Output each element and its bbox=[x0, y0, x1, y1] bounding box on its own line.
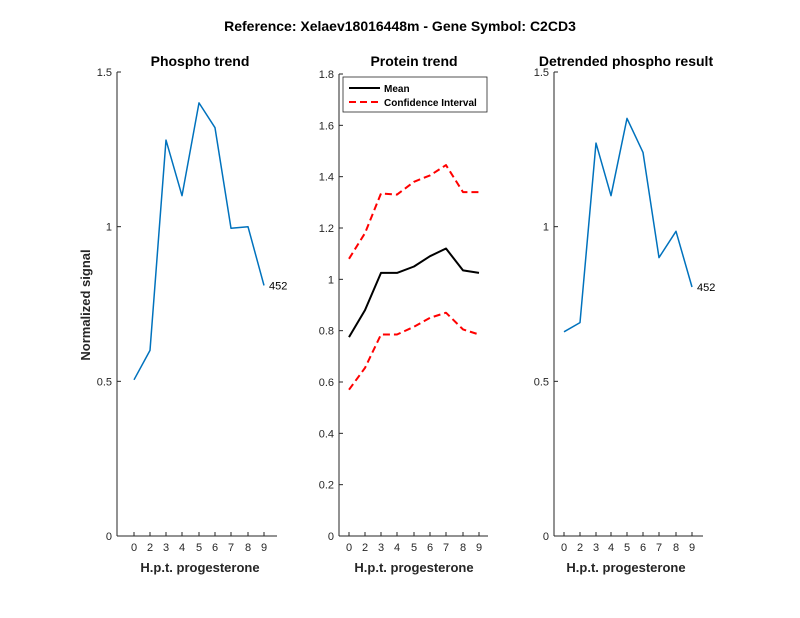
protein-trend-xtick-label: 8 bbox=[460, 542, 466, 554]
phospho-trend-title: Phospho trend bbox=[151, 53, 250, 69]
protein-trend-ytick-label: 0.6 bbox=[319, 377, 334, 389]
protein-trend-xtick-label: 5 bbox=[411, 542, 417, 554]
detrended-phospho-xtick-label: 4 bbox=[608, 542, 614, 554]
detrended-phospho-xtick-label: 2 bbox=[577, 542, 583, 554]
detrended-phospho-ytick-label: 0.5 bbox=[534, 376, 549, 388]
protein-trend-ytick-label: 1.2 bbox=[319, 223, 334, 235]
phospho-trend-xtick-label: 7 bbox=[228, 542, 234, 554]
protein-trend-xtick-label: 2 bbox=[362, 542, 368, 554]
detrended-phospho-annotation: 452 bbox=[697, 282, 715, 294]
phospho-trend-xtick-label: 8 bbox=[245, 542, 251, 554]
protein-trend-ytick-label: 1.6 bbox=[319, 120, 334, 132]
phospho-trend-xtick-label: 6 bbox=[212, 542, 218, 554]
protein-trend-panel: Protein trend H.p.t. progesterone Mean C… bbox=[319, 53, 488, 575]
detrended-phospho-xtick-label: 5 bbox=[624, 542, 630, 554]
phospho-trend-xtick-label: 0 bbox=[131, 542, 137, 554]
protein-trend-ytick-label: 1.4 bbox=[319, 172, 334, 184]
phospho-trend-ytick-label: 0 bbox=[106, 531, 112, 543]
phospho-trend-ytick-label: 1 bbox=[106, 222, 112, 234]
phospho-trend-xtick-label: 9 bbox=[261, 542, 267, 554]
figure-title: Reference: Xelaev18016448m - Gene Symbol… bbox=[224, 18, 576, 34]
phospho-trend-annotation: 452 bbox=[269, 280, 287, 292]
phospho-trend-ylabel: Normalized signal bbox=[78, 249, 93, 360]
detrended-phospho-xtick-label: 0 bbox=[561, 542, 567, 554]
protein-trend-xtick-label: 7 bbox=[443, 542, 449, 554]
protein-trend-ytick-label: 1 bbox=[328, 274, 334, 286]
phospho-trend-xtick-label: 3 bbox=[163, 542, 169, 554]
phospho-trend-ytick-label: 0.5 bbox=[97, 376, 112, 388]
protein-trend-series-2-line bbox=[348, 311, 480, 391]
protein-trend-series-1-line bbox=[348, 164, 479, 260]
detrended-phospho-xtick-label: 9 bbox=[689, 542, 695, 554]
protein-trend-title: Protein trend bbox=[370, 53, 457, 69]
detrended-phospho-ytick-label: 1.5 bbox=[534, 67, 549, 79]
protein-trend-series-0-line bbox=[348, 247, 480, 338]
phospho-trend-xlabel: H.p.t. progesterone bbox=[140, 560, 259, 575]
detrended-phospho-xtick-label: 8 bbox=[673, 542, 679, 554]
detrended-phospho-panel: Detrended phospho result H.p.t. progeste… bbox=[534, 53, 716, 575]
protein-trend-ytick-label: 0.4 bbox=[319, 428, 334, 440]
phospho-trend-series-0-line bbox=[133, 102, 265, 381]
protein-trend-xtick-label: 3 bbox=[378, 542, 384, 554]
protein-trend-ytick-label: 0.2 bbox=[319, 480, 334, 492]
legend-mean-label: Mean bbox=[384, 84, 410, 95]
phospho-trend-xtick-label: 4 bbox=[179, 542, 185, 554]
detrended-phospho-ytick-label: 1 bbox=[543, 222, 549, 234]
protein-trend-xlabel: H.p.t. progesterone bbox=[354, 560, 473, 575]
legend-ci-label: Confidence Interval bbox=[384, 98, 477, 109]
detrended-phospho-xlabel: H.p.t. progesterone bbox=[566, 560, 685, 575]
phospho-trend-ytick-label: 1.5 bbox=[97, 67, 112, 79]
phospho-trend-panel: Phospho trend H.p.t. progesterone Normal… bbox=[78, 53, 287, 575]
detrended-phospho-xtick-label: 7 bbox=[656, 542, 662, 554]
protein-trend-ytick-label: 1.8 bbox=[319, 69, 334, 81]
detrended-phospho-xtick-label: 3 bbox=[593, 542, 599, 554]
legend-box bbox=[342, 76, 488, 113]
protein-trend-xtick-label: 9 bbox=[476, 542, 482, 554]
phospho-trend-xtick-label: 2 bbox=[147, 542, 153, 554]
protein-trend-xtick-label: 6 bbox=[427, 542, 433, 554]
protein-trend-xtick-label: 4 bbox=[394, 542, 400, 554]
protein-trend-xtick-label: 0 bbox=[346, 542, 352, 554]
protein-trend-legend: Mean Confidence Interval bbox=[342, 76, 488, 113]
detrended-phospho-series-0-line bbox=[563, 117, 693, 333]
detrended-phospho-xtick-label: 6 bbox=[640, 542, 646, 554]
protein-trend-ytick-label: 0.8 bbox=[319, 326, 334, 338]
detrended-phospho-ytick-label: 0 bbox=[543, 531, 549, 543]
detrended-phospho-title: Detrended phospho result bbox=[539, 53, 714, 69]
protein-trend-ytick-label: 0 bbox=[328, 531, 334, 543]
phospho-trend-xtick-label: 5 bbox=[196, 542, 202, 554]
